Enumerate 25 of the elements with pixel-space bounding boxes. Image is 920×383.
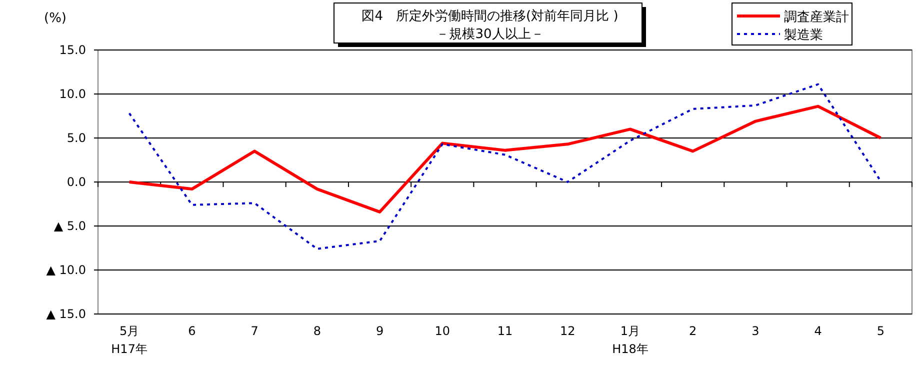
x-tick-label: 5月 H17年 xyxy=(111,324,148,356)
y-tick-label: ▲ 15.0 xyxy=(46,307,86,321)
legend-label: 製造業 xyxy=(784,28,823,43)
x-tick-label: 6 xyxy=(188,324,196,338)
y-tick-label: 5.0 xyxy=(66,131,86,145)
y-tick-label: 10.0 xyxy=(59,87,86,101)
x-tick-label: 3 xyxy=(752,324,760,338)
y-tick-label: 15.0 xyxy=(59,43,86,57)
x-tick-label: 5 xyxy=(876,324,885,338)
x-tick-label: 9 xyxy=(376,324,384,338)
y-axis-title: (%) xyxy=(44,11,66,26)
legend-label: 調査産業計 xyxy=(784,9,849,25)
x-tick-label: 2 xyxy=(689,324,697,338)
x-tick-label: 1月 H18年 xyxy=(612,324,648,356)
x-tick-label: 11 xyxy=(497,324,513,338)
y-tick-label: 0.0 xyxy=(66,175,86,189)
x-tick-label: 7 xyxy=(250,324,258,338)
chart-subtitle: －規模30人以上－ xyxy=(436,27,544,42)
x-tick-label: 12 xyxy=(560,324,576,338)
x-tick-label: 4 xyxy=(814,324,822,338)
y-tick-label: ▲ 5.0 xyxy=(54,219,86,233)
x-tick-label: 8 xyxy=(313,324,321,338)
x-tick-label: 10 xyxy=(434,324,450,338)
y-tick-label: ▲ 10.0 xyxy=(46,263,86,277)
chart-title: 図4 所定外労働時間の推移(対前年同月比 ) xyxy=(362,8,618,24)
